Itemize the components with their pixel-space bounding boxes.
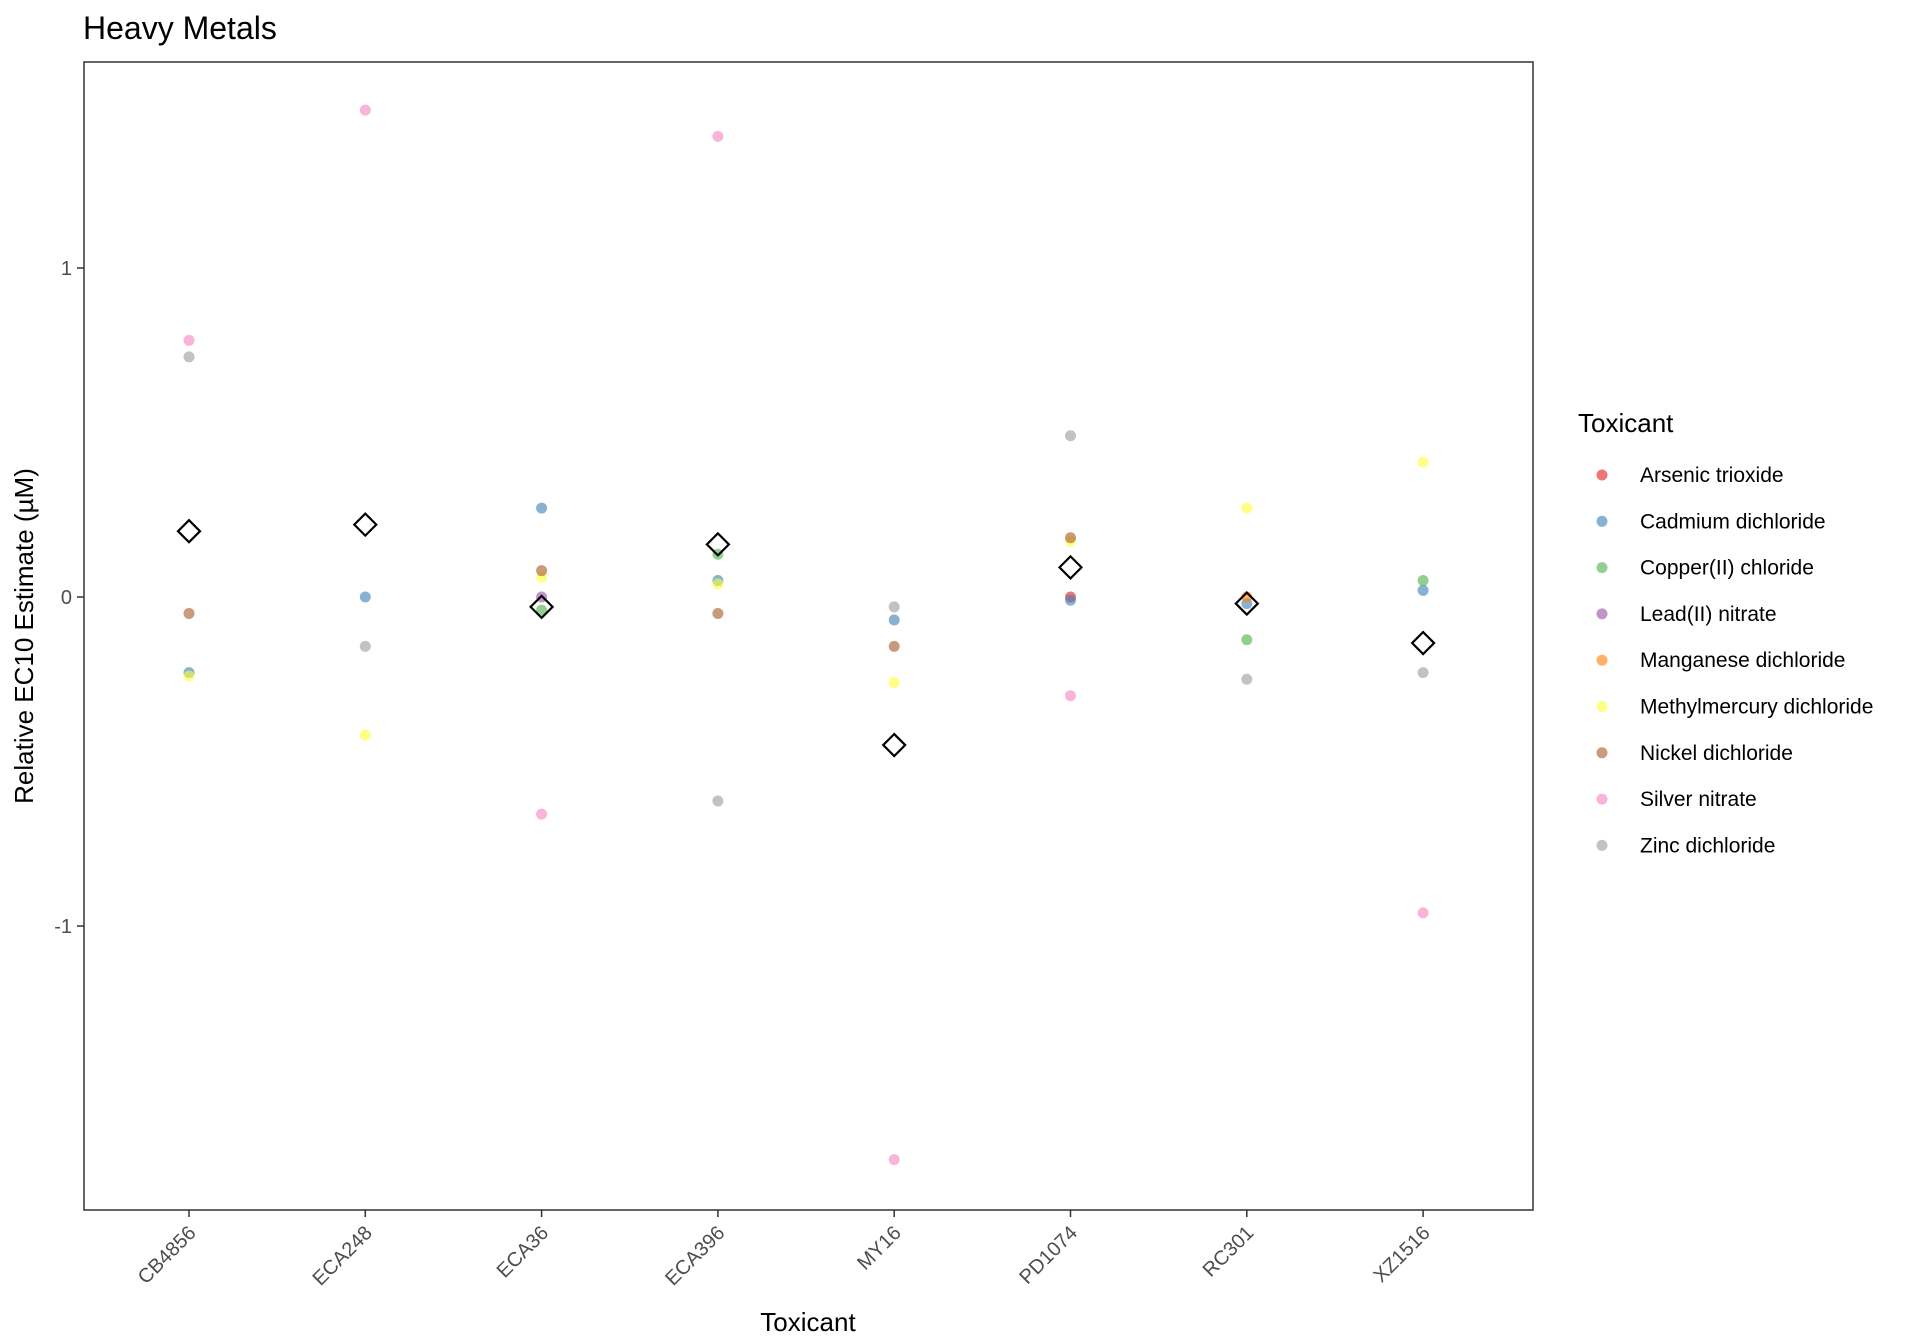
data-point [1417,575,1429,587]
data-point [888,640,900,652]
data-point [1241,634,1253,646]
legend-key [1596,839,1608,851]
data-point [1065,690,1076,702]
legend-label: Copper(II) chloride [1640,557,1814,580]
data-point [359,729,371,741]
data-point [1241,673,1253,685]
mean-diamond-marker [705,531,731,557]
legend-key [1596,654,1608,666]
data-point [359,640,371,652]
legend-key [1596,701,1608,712]
legend-label: Nickel dichloride [1640,742,1793,765]
data-point [536,604,548,616]
mean-diamond-marker [352,512,378,538]
legend-key [1596,562,1608,574]
legend-label: Zinc dichloride [1640,834,1775,857]
data-point [712,795,724,807]
x-axis-title: Toxicant [760,1307,856,1337]
mean-diamond-marker [176,518,202,544]
data-point [1417,667,1429,679]
data-point [1241,502,1253,514]
legend: Toxicant Arsenic trioxide Cadmium dichlor… [1578,408,1873,857]
legend-key [1596,747,1608,759]
data-point [1065,430,1076,442]
legend-key [1596,515,1608,527]
legend-label: Lead(II) nitrate [1640,603,1777,626]
data-point [888,677,900,689]
mean-diamond-marker [529,594,555,620]
mean-diamond-marker [1057,554,1084,580]
legend-label: Manganese dichloride [1640,649,1845,672]
plot-frame [83,61,1534,1211]
mean-diamond-marker [1410,630,1436,656]
legend-label: Methylmercury dichloride [1640,696,1873,719]
data-point [183,334,195,346]
y-tick-label: -1 [54,916,72,938]
data-point [888,601,900,613]
legend-key [1596,469,1608,481]
chart-title: Heavy Metals [83,10,277,46]
data-point [1417,456,1429,468]
plot-area [176,104,1436,1166]
data-point [536,565,548,577]
legend-label: Arsenic trioxide [1640,464,1784,487]
data-point [183,351,195,363]
data-point [888,614,900,626]
data-point [1417,907,1429,919]
y-tick-label: 0 [61,587,72,609]
data-point [183,607,195,619]
legend-label: Cadmium dichloride [1640,510,1826,533]
data-point [712,607,724,619]
data-point [888,1154,900,1166]
mean-diamond-marker [1234,591,1260,617]
legend-title: Toxicant [1578,408,1674,438]
legend-key [1596,793,1608,805]
legend-key [1596,608,1608,620]
data-point [712,578,724,590]
legend-label: Silver nitrate [1640,788,1757,811]
data-point [1417,584,1429,596]
data-point [359,104,371,116]
data-point [359,591,371,603]
data-point [536,808,548,820]
data-point [183,670,195,682]
mean-diamond-marker [881,732,907,758]
y-tick-label: 1 [61,258,72,280]
data-point [712,130,724,142]
data-point [536,502,548,514]
data-point [1065,532,1076,544]
data-point [1065,594,1076,606]
y-axis-title: Relative EC10 Estimate (µM) [9,468,39,804]
y-axis: -1 0 1 [54,258,84,938]
